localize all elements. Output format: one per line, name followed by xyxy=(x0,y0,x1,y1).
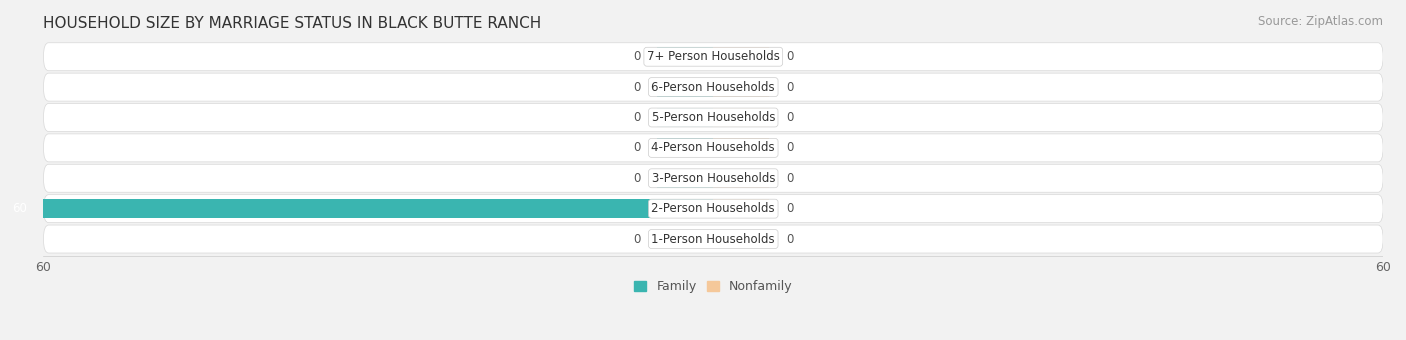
Bar xyxy=(713,78,769,97)
Text: 0: 0 xyxy=(786,233,793,245)
Text: 0: 0 xyxy=(786,111,793,124)
FancyBboxPatch shape xyxy=(44,73,1384,101)
Text: 1-Person Households: 1-Person Households xyxy=(651,233,775,245)
Text: 7+ Person Households: 7+ Person Households xyxy=(647,50,780,63)
Text: 2-Person Households: 2-Person Households xyxy=(651,202,775,215)
FancyBboxPatch shape xyxy=(44,195,1384,223)
Text: 6-Person Households: 6-Person Households xyxy=(651,81,775,94)
FancyBboxPatch shape xyxy=(44,225,1384,253)
Text: 0: 0 xyxy=(633,111,641,124)
FancyBboxPatch shape xyxy=(44,43,1384,71)
Text: 0: 0 xyxy=(633,50,641,63)
Legend: Family, Nonfamily: Family, Nonfamily xyxy=(628,275,797,298)
Text: Source: ZipAtlas.com: Source: ZipAtlas.com xyxy=(1258,15,1384,28)
Text: 0: 0 xyxy=(786,202,793,215)
Bar xyxy=(713,230,769,249)
FancyBboxPatch shape xyxy=(44,103,1384,132)
Bar xyxy=(658,169,713,188)
FancyBboxPatch shape xyxy=(44,134,1384,162)
Bar xyxy=(658,108,713,127)
Text: 3-Person Households: 3-Person Households xyxy=(651,172,775,185)
Text: 4-Person Households: 4-Person Households xyxy=(651,141,775,154)
Text: 0: 0 xyxy=(786,81,793,94)
FancyBboxPatch shape xyxy=(44,164,1384,192)
Bar xyxy=(713,108,769,127)
Text: 0: 0 xyxy=(633,141,641,154)
Text: 0: 0 xyxy=(786,50,793,63)
Bar xyxy=(713,47,769,66)
Text: 0: 0 xyxy=(633,81,641,94)
Bar xyxy=(713,199,769,218)
Bar xyxy=(658,78,713,97)
Bar xyxy=(658,47,713,66)
Text: 0: 0 xyxy=(786,172,793,185)
Text: 0: 0 xyxy=(633,233,641,245)
Bar xyxy=(713,169,769,188)
Text: 0: 0 xyxy=(633,172,641,185)
Text: 0: 0 xyxy=(786,141,793,154)
Bar xyxy=(658,230,713,249)
Text: 60: 60 xyxy=(11,202,27,215)
Text: 5-Person Households: 5-Person Households xyxy=(651,111,775,124)
Bar xyxy=(713,138,769,157)
Bar xyxy=(44,199,713,218)
Text: HOUSEHOLD SIZE BY MARRIAGE STATUS IN BLACK BUTTE RANCH: HOUSEHOLD SIZE BY MARRIAGE STATUS IN BLA… xyxy=(44,16,541,31)
Bar xyxy=(658,138,713,157)
